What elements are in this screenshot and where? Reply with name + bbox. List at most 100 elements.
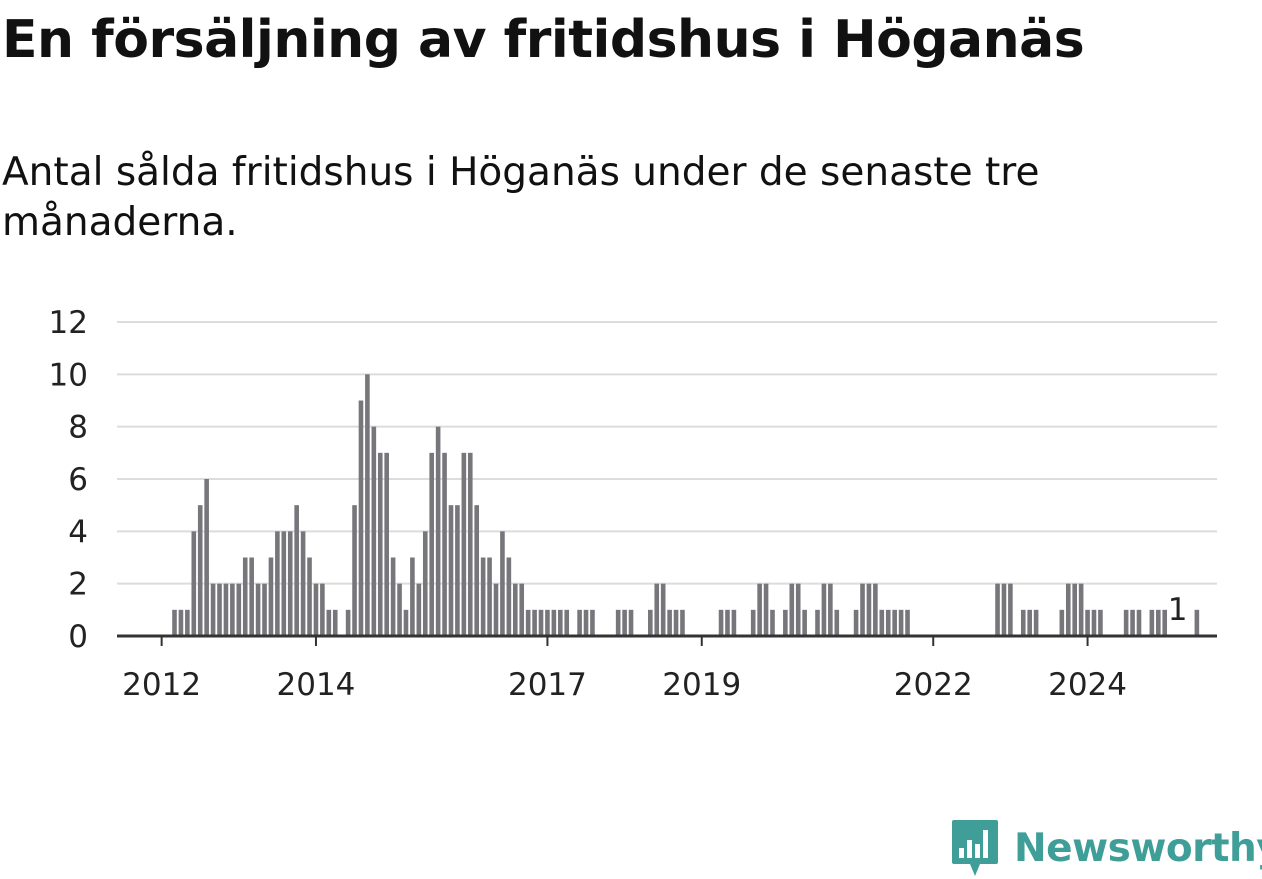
bar <box>255 583 261 636</box>
bar <box>1136 609 1142 636</box>
x-tick-label: 2019 <box>662 667 741 703</box>
bar <box>1149 609 1155 636</box>
bar <box>1123 609 1129 636</box>
bar <box>1194 609 1200 636</box>
bar <box>1091 609 1097 636</box>
bar <box>564 609 570 636</box>
bar <box>1059 609 1065 636</box>
bar <box>358 400 364 636</box>
bar <box>416 583 422 636</box>
y-axis-ticks: 0 2 4 6 8 10 12 <box>49 305 88 655</box>
bar <box>345 609 351 636</box>
bar <box>365 374 370 636</box>
bar <box>821 583 827 636</box>
bar <box>455 505 460 636</box>
x-tick-label: 2022 <box>894 667 973 703</box>
bar <box>795 583 801 636</box>
bar <box>1065 583 1071 636</box>
bar <box>879 609 885 636</box>
bar <box>1155 609 1161 636</box>
brand-name: Newsworthy <box>1014 825 1262 871</box>
newsworthy-icon <box>952 820 998 876</box>
bar <box>802 609 807 636</box>
bar <box>873 583 878 636</box>
bar <box>783 609 788 636</box>
bar <box>474 505 480 636</box>
bar <box>866 583 872 636</box>
bar <box>525 609 531 636</box>
bar <box>551 609 557 636</box>
bar <box>538 609 544 636</box>
y-tick-label: 0 <box>68 619 88 655</box>
bar <box>750 609 756 636</box>
bar <box>583 609 589 636</box>
y-tick-label: 8 <box>68 410 88 446</box>
value-labels: 1 <box>1168 592 1188 628</box>
bar <box>480 557 486 636</box>
bar <box>185 609 190 636</box>
bar <box>1020 609 1026 636</box>
bar <box>1001 583 1007 636</box>
bar <box>1085 609 1090 636</box>
bar <box>217 583 222 636</box>
bar <box>307 557 312 636</box>
bar <box>429 452 434 636</box>
bar <box>287 531 293 636</box>
bar <box>390 557 396 636</box>
x-axis-ticks: 2012 2014 2017 2019 2022 2024 <box>122 636 1127 703</box>
bar <box>1078 583 1084 636</box>
bar <box>442 452 447 636</box>
bar <box>1033 609 1039 636</box>
bar <box>500 531 505 636</box>
y-tick-label: 10 <box>49 357 88 393</box>
gridlines <box>117 321 1217 585</box>
bar <box>622 609 627 636</box>
bar <box>1027 609 1032 636</box>
bar <box>371 426 377 636</box>
bar <box>1008 583 1013 636</box>
y-tick-label: 4 <box>68 514 88 550</box>
bar <box>512 583 518 636</box>
bar <box>590 609 595 636</box>
chart-subtitle: Antal sålda fritidshus i Höganäs under d… <box>2 150 1040 245</box>
y-tick-label: 12 <box>49 305 88 341</box>
bar <box>558 609 563 636</box>
bar <box>493 583 499 636</box>
bar <box>249 557 254 636</box>
bar <box>731 609 737 636</box>
bar <box>262 583 267 636</box>
bar <box>242 557 248 636</box>
bar <box>654 583 660 636</box>
bar <box>853 609 859 636</box>
bar <box>519 583 525 636</box>
bar <box>448 505 454 636</box>
bar <box>326 609 332 636</box>
bar <box>1130 609 1135 636</box>
bar <box>197 505 203 636</box>
bar <box>673 609 679 636</box>
bar <box>892 609 897 636</box>
bar <box>885 609 891 636</box>
bar <box>236 583 242 636</box>
bar <box>172 609 177 636</box>
bar <box>410 557 415 636</box>
bar <box>1098 609 1103 636</box>
bar <box>615 609 621 636</box>
bar <box>834 609 840 636</box>
bar <box>467 452 473 636</box>
bar <box>332 609 338 636</box>
bar <box>763 583 769 636</box>
bar <box>294 505 299 636</box>
bar <box>577 609 582 636</box>
bar <box>545 609 550 636</box>
bar <box>506 557 512 636</box>
bar <box>718 609 724 636</box>
bar <box>384 452 389 636</box>
bar <box>532 609 537 636</box>
bar <box>223 583 229 636</box>
bar <box>422 531 428 636</box>
bar <box>770 609 775 636</box>
bar <box>789 583 795 636</box>
bar <box>230 583 235 636</box>
bar <box>660 583 666 636</box>
